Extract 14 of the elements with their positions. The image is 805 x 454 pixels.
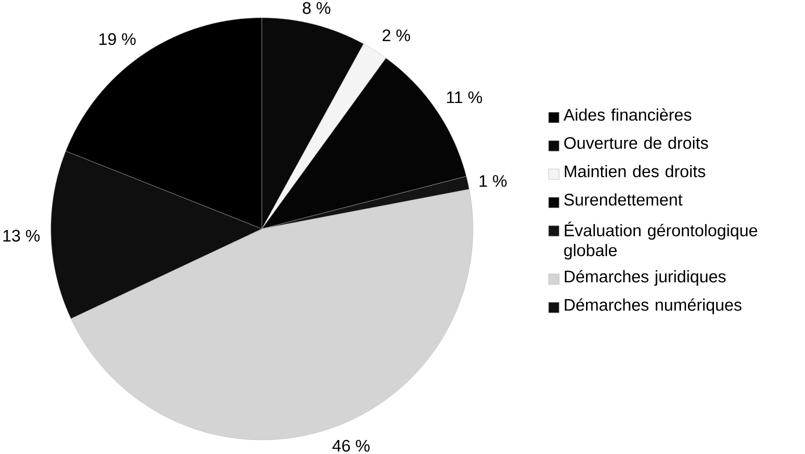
data-label: 11 % bbox=[447, 92, 482, 104]
legend-label: Évaluation gérontologique globale bbox=[564, 222, 758, 260]
legend-label: Aides financières bbox=[564, 108, 692, 121]
data-label: 13 % bbox=[3, 230, 40, 242]
legend-label: Démarches juridiques bbox=[564, 270, 726, 286]
legend-label: Ouverture de droits bbox=[564, 136, 708, 150]
data-label: 8 % bbox=[302, 2, 330, 14]
data-label: 1 % bbox=[480, 175, 507, 187]
data-label: 19 % bbox=[99, 33, 136, 46]
legend-label: Maintien des droits bbox=[564, 165, 706, 178]
data-label: 46 % bbox=[332, 440, 370, 452]
legend-label: Démarches numériques bbox=[564, 298, 742, 314]
data-label: 2 % bbox=[382, 30, 410, 42]
legend-label: Surendettement bbox=[564, 193, 682, 206]
